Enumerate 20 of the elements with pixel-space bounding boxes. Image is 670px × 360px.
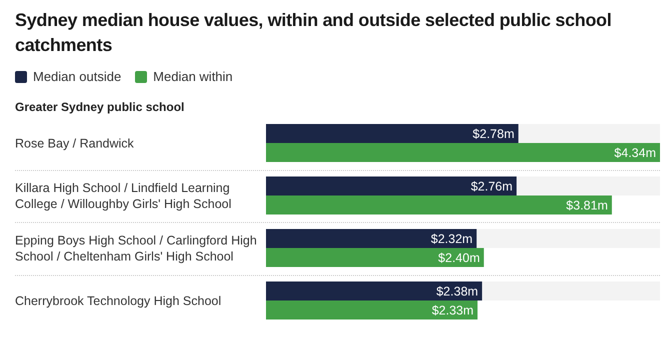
y-tick-label: Killara High School / Lindfield Learning College / Willoughby Girls' High School — [15, 181, 232, 212]
y-tick-label: Rose Bay / Randwick — [15, 136, 135, 151]
data-label: $2.32m — [430, 232, 473, 246]
chart-title: Sydney median house values, within and outside selected public school catchments — [15, 9, 612, 57]
bar — [266, 143, 660, 162]
bar — [266, 300, 478, 320]
y-axis-title: Greater Sydney public school — [15, 100, 184, 114]
data-label: $2.76m — [470, 179, 513, 194]
data-label: $3.81m — [566, 198, 608, 212]
data-label: $2.33m — [432, 303, 474, 318]
data-label: $2.78m — [472, 126, 514, 141]
legend-label: Median within — [153, 69, 233, 84]
legend-label: Median outside — [33, 69, 122, 84]
bar — [266, 196, 612, 214]
data-label: $4.34m — [614, 146, 656, 160]
y-tick-label: Epping Boys High School / Carlingford High School / Cheltenham Girls' High School — [15, 234, 257, 264]
y-tick-label: Cherrybrook Technology High School — [15, 294, 222, 308]
data-label: $2.38m — [436, 284, 478, 298]
bar — [266, 248, 484, 267]
data-label: $2.40m — [438, 250, 480, 265]
